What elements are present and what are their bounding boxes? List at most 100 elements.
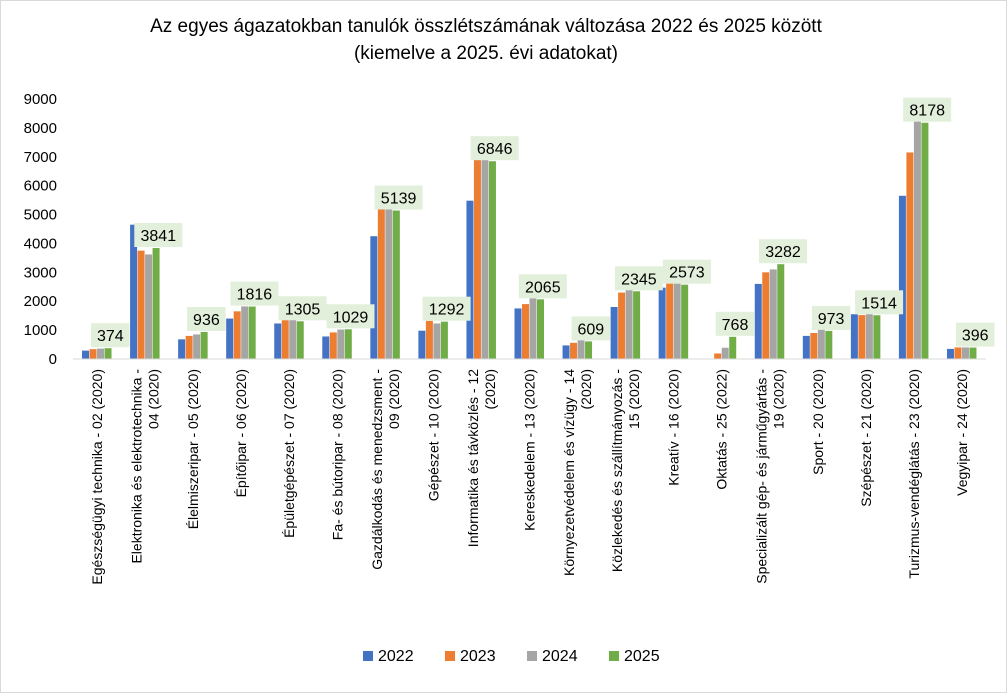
y-tick-label: 4000 (24, 235, 57, 252)
bar-2024 (721, 347, 729, 359)
bar-2022 (274, 323, 282, 359)
bar-2023 (137, 250, 145, 359)
data-label: 396 (962, 328, 989, 345)
bar-2022 (466, 200, 474, 359)
x-tick-label: Környezetvédelem és vízügy - 14 (561, 369, 577, 576)
bar-2024 (145, 254, 153, 359)
bar-2025 (104, 348, 112, 359)
bar-2023 (522, 304, 529, 359)
data-label-background (187, 307, 226, 331)
x-tick-label: Kreatív - 16 (2020) (666, 369, 682, 486)
bar-2025 (152, 248, 160, 359)
bar-2024 (433, 323, 441, 359)
bar-2024 (289, 319, 297, 359)
bar-2025 (537, 299, 544, 359)
bar-2023 (666, 278, 674, 359)
x-tick-label: Épületgépészet - 07 (2020) (281, 369, 297, 538)
bar-2023 (329, 332, 337, 359)
legend-swatch-2022 (363, 651, 373, 661)
data-label: 1305 (285, 301, 321, 318)
bar-2025 (200, 331, 208, 359)
data-label: 1514 (861, 295, 897, 312)
bar-2024 (193, 334, 201, 359)
data-label-background (422, 296, 471, 321)
bar-2023 (762, 272, 770, 359)
bar-2022 (850, 314, 858, 359)
x-tick-label: Közlekedés és szállítmányozás - (609, 369, 625, 572)
data-label-background (326, 304, 375, 329)
bar-2022 (370, 236, 378, 359)
data-label-background (278, 296, 327, 321)
bar-2025 (488, 161, 496, 359)
bar-2023 (954, 347, 962, 359)
bar-2023 (858, 315, 866, 359)
bar-2023 (425, 320, 433, 359)
x-axis: Egészségügyi technika - 02 (2020) Elektro… (73, 358, 986, 585)
bar-2024 (337, 329, 345, 359)
y-tick-label: 7000 (24, 149, 57, 166)
data-label-background (470, 136, 519, 161)
bar-2022 (322, 336, 330, 359)
data-label-background (134, 223, 183, 247)
data-label-background (614, 266, 663, 291)
x-tick-label: Informatika és távközlés - 12 (465, 369, 481, 547)
bar-2022 (562, 345, 570, 359)
bar-2022 (610, 307, 618, 359)
bar-2024 (625, 289, 633, 359)
x-tick-label: (2020) (482, 369, 498, 409)
bar-2025 (681, 284, 689, 359)
y-axis: 0 1000 2000 3000 4000 5000 6000 7000 8000 9000 (24, 91, 57, 368)
chart-subtitle: (kiemelve a 2025. évi adatokat) (354, 43, 618, 64)
legend-label: 2024 (542, 648, 578, 665)
data-label: 374 (97, 328, 124, 345)
bar-2024 (817, 328, 825, 359)
x-tick-label: (2020) (578, 369, 594, 409)
y-tick-label: 1000 (24, 322, 57, 339)
data-label-background (903, 97, 952, 122)
data-label: 1029 (333, 309, 369, 326)
bar-2024 (577, 337, 585, 359)
data-label-background (662, 259, 711, 284)
bar-2022 (754, 283, 762, 359)
data-label: 2345 (621, 271, 657, 288)
y-tick-label: 6000 (24, 178, 57, 195)
data-label: 1292 (429, 302, 465, 319)
bar-2025 (344, 329, 352, 359)
data-label: 6846 (477, 141, 513, 158)
bar-2022 (946, 348, 954, 359)
data-label-background (518, 274, 567, 299)
y-tick-label: 0 (49, 351, 57, 368)
x-tick-label: Vegyipar - 24 (2020) (954, 369, 970, 496)
legend-swatch-2024 (527, 651, 537, 661)
bar-2025 (729, 336, 737, 359)
bar-2023 (906, 152, 914, 359)
x-tick-label: Gazdálkodás és menedzsment - (369, 369, 385, 570)
data-label-group: 374 3841 936 1816 1305 1029 5139 1292 6846 2065 60… (91, 97, 995, 348)
data-label: 2065 (525, 279, 561, 296)
bar-2023 (714, 353, 722, 359)
legend-label: 2022 (378, 648, 414, 665)
data-label-background (956, 322, 995, 347)
bar-2022 (178, 339, 186, 359)
x-tick-label: Sport - 20 (2020) (810, 369, 826, 475)
y-tick-label: 2000 (24, 293, 57, 310)
bar-2025 (969, 347, 977, 359)
bar-2023 (281, 317, 289, 359)
legend: 2022 2023 2024 2025 (363, 648, 660, 665)
bar-2023 (89, 349, 97, 359)
bar-series-group (82, 119, 977, 359)
x-tick-label: 04 (2020) (146, 369, 162, 429)
data-label: 973 (818, 311, 845, 328)
bar-2023 (185, 335, 193, 359)
bar-2024 (913, 119, 921, 359)
bar-2025 (585, 341, 593, 359)
bar-2023 (810, 333, 818, 359)
data-label: 1816 (237, 287, 273, 304)
bar-2022 (514, 308, 522, 359)
bar-2025 (633, 291, 641, 359)
x-tick-label: Elektronika és elektrotechnika - (129, 369, 145, 564)
bar-2024 (673, 277, 681, 359)
legend-swatch-2023 (445, 651, 455, 661)
bar-2024 (385, 204, 393, 359)
